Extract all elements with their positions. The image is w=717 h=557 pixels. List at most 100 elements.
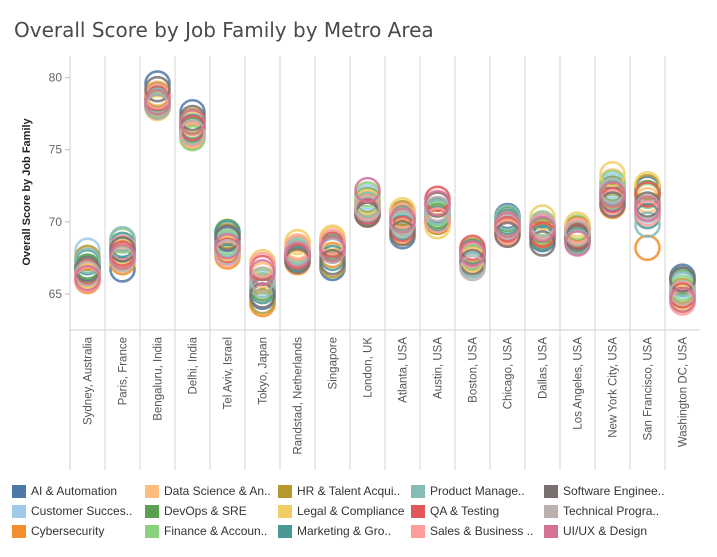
legend-swatch xyxy=(278,484,292,498)
x-tick-label: Tel Aviv, Israel xyxy=(223,337,235,409)
y-tick-label: 70 xyxy=(49,215,63,229)
legend-label: DevOps & SRE xyxy=(164,504,247,518)
data-point xyxy=(354,176,381,204)
data-point xyxy=(494,221,521,249)
legend-swatch xyxy=(145,504,159,518)
legend-swatch xyxy=(544,484,558,498)
data-point xyxy=(144,75,171,103)
legend-label: Technical Progra.. xyxy=(563,504,660,518)
legend-item[interactable]: Legal & Compliance xyxy=(278,502,404,520)
data-point xyxy=(179,109,206,136)
legend-item[interactable]: HR & Talent Acqui.. xyxy=(278,482,400,500)
legend-item[interactable]: Marketing & Gro.. xyxy=(278,522,391,540)
legend-swatch xyxy=(145,484,159,498)
legend-swatch xyxy=(544,504,558,518)
legend-item[interactable]: Customer Succes.. xyxy=(12,502,132,520)
data-point xyxy=(529,221,556,249)
legend-swatch xyxy=(278,524,292,538)
data-point xyxy=(284,228,311,256)
legend-swatch xyxy=(145,524,159,538)
data-point xyxy=(634,234,661,262)
data-point xyxy=(389,207,416,234)
legend-label: Data Science & An.. xyxy=(164,484,271,498)
legend-swatch xyxy=(12,504,26,518)
legend-label: Sales & Business .. xyxy=(430,524,534,538)
data-point xyxy=(494,211,521,239)
scatter-chart: 65 70 75 80 Sydney, Australia Paris, France B… xyxy=(21,56,700,470)
x-tick-label: Austin, USA xyxy=(433,337,445,399)
data-point xyxy=(319,228,346,256)
x-tick-label: Bengaluru, India xyxy=(153,336,165,420)
data-point xyxy=(459,234,486,262)
legend-item[interactable]: Cybersecurity xyxy=(12,522,104,540)
legend-item[interactable]: Technical Progra.. xyxy=(544,502,659,520)
data-point xyxy=(424,189,451,217)
data-point xyxy=(109,243,136,270)
category-dividers xyxy=(69,56,700,470)
data-point xyxy=(529,230,556,257)
data-point xyxy=(599,169,626,197)
data-point xyxy=(109,225,136,253)
data-point xyxy=(179,119,206,146)
legend-swatch xyxy=(411,524,425,538)
x-axis-labels: Sydney, Australia Paris, France Bengaluru,… xyxy=(83,336,690,454)
data-point xyxy=(214,238,241,266)
data-point xyxy=(634,181,661,208)
data-point xyxy=(109,235,136,263)
data-point xyxy=(459,248,486,276)
y-axis-title: Overall Score by Job Family xyxy=(21,117,33,265)
x-tick-label: Dallas, USA xyxy=(538,337,550,399)
data-point xyxy=(459,240,486,267)
x-tick-label: Tokyo, Japan xyxy=(258,337,270,405)
legend-swatch xyxy=(411,504,425,518)
legend-label: AI & Automation xyxy=(31,484,118,498)
data-point xyxy=(424,207,451,234)
legend-label: Product Manage.. xyxy=(430,484,525,498)
data-point xyxy=(249,287,276,315)
chart-title: Overall Score by Job Family by Metro Are… xyxy=(14,18,434,42)
legend-item[interactable]: DevOps & SRE xyxy=(145,502,247,520)
legend-item[interactable]: Software Enginee.. xyxy=(544,482,664,500)
legend-item[interactable]: Finance & Accoun.. xyxy=(145,522,267,540)
legend-label: Cybersecurity xyxy=(31,524,105,538)
data-point xyxy=(599,160,626,188)
data-point xyxy=(284,247,311,275)
data-point xyxy=(74,264,101,292)
legend-item[interactable]: QA & Testing xyxy=(411,502,499,520)
data-point xyxy=(249,251,276,279)
legend-swatch xyxy=(278,504,292,518)
legend-label: Marketing & Gro.. xyxy=(297,524,392,538)
data-point xyxy=(319,235,346,263)
legend-item[interactable]: Data Science & An.. xyxy=(145,482,271,500)
data-point xyxy=(599,181,626,208)
data-point xyxy=(529,215,556,243)
legend-label: Finance & Accoun.. xyxy=(164,524,268,538)
data-point xyxy=(144,88,171,116)
data-point xyxy=(284,241,311,269)
legend-swatch xyxy=(12,524,26,538)
legend-swatch xyxy=(411,484,425,498)
data-point xyxy=(249,266,276,293)
data-point xyxy=(214,233,241,260)
data-point xyxy=(424,195,451,223)
x-tick-label: Randstad, Netherlands xyxy=(293,337,305,455)
x-tick-label: Los Angeles, USA xyxy=(573,337,585,430)
legend-item[interactable]: UI/UX & Design xyxy=(544,522,647,540)
data-point xyxy=(214,224,241,252)
x-tick-label: New York City, USA xyxy=(608,337,620,438)
data-point xyxy=(494,204,521,231)
legend-label: HR & Talent Acqui.. xyxy=(297,484,401,498)
legend-item[interactable]: Sales & Business .. xyxy=(411,522,533,540)
x-tick-label: Singapore xyxy=(328,337,340,389)
data-point xyxy=(634,195,661,223)
legend-item[interactable]: AI & Automation xyxy=(12,482,117,500)
x-tick-label: London, UK xyxy=(363,337,375,398)
legend-item[interactable]: Product Manage.. xyxy=(411,482,525,500)
data-marks xyxy=(74,70,696,318)
legend-label: Software Enginee.. xyxy=(563,484,665,498)
data-point xyxy=(284,234,311,262)
data-point xyxy=(669,279,696,306)
y-tick-label: 65 xyxy=(49,287,63,301)
y-tick-label: 80 xyxy=(49,71,63,85)
data-point xyxy=(529,204,556,231)
